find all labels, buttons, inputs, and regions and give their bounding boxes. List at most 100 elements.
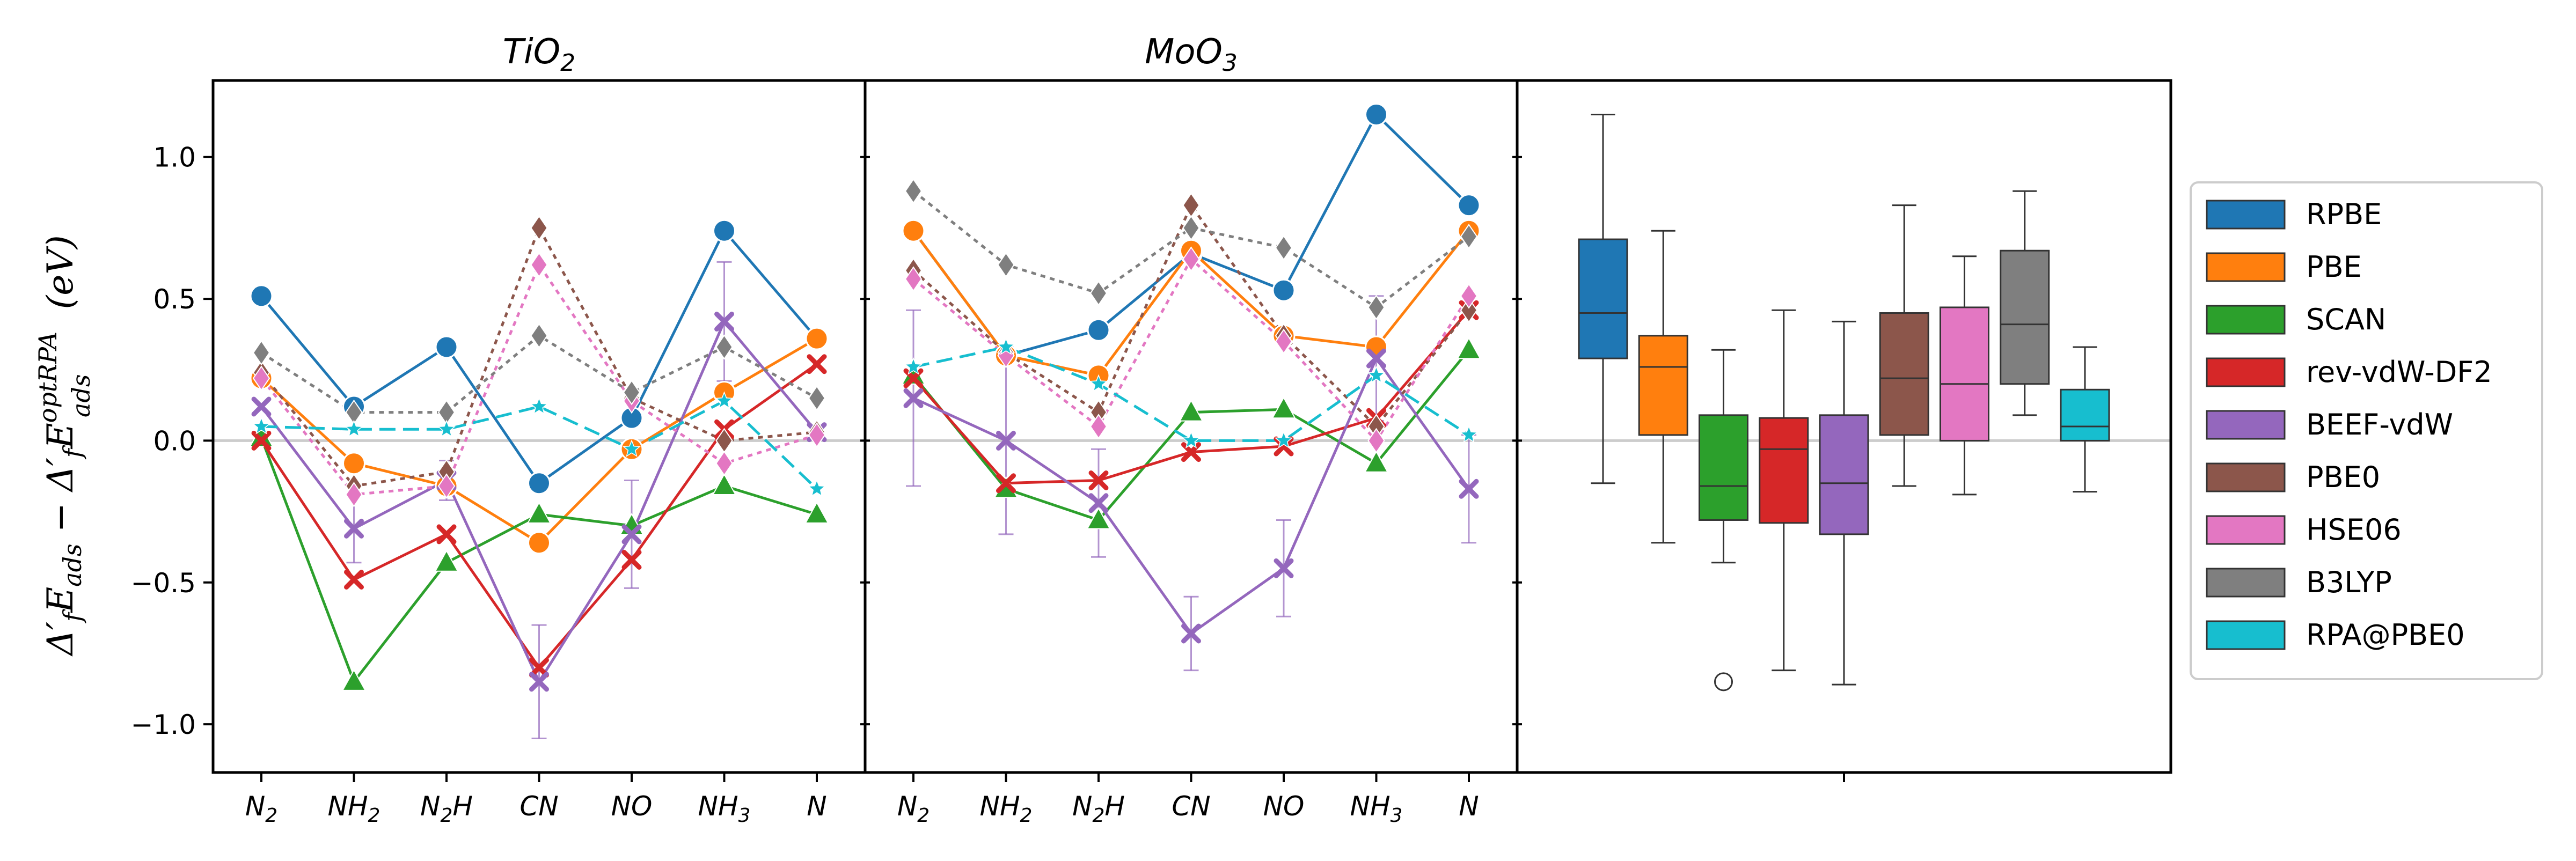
point-0-B3LYP-4 [623,379,641,406]
point-0-RPA@PBE0-2 [437,420,456,437]
point-1-HSE06-2 [1089,414,1108,439]
legend-label-PBE: PBE [2306,250,2362,284]
point-0-SCAN-5 [712,473,737,496]
point-1-B3LYP-0 [904,178,923,204]
box-BEEF-vdW [1819,320,1869,686]
box-body-0 [1578,238,1628,359]
legend-label-BEEF-vdW: BEEF-vdW [2306,408,2453,441]
point-1-B3LYP-1 [997,252,1015,278]
legend-label-PBE0: PBE0 [2306,460,2380,494]
point-1-RPA@PBE0-6 [1459,425,1479,443]
point-0-B3LYP-6 [808,385,826,411]
legend-swatch-PBE0 [2206,462,2286,492]
legend-label-HSE06: HSE06 [2306,513,2402,547]
point-1-HSE06-0 [904,266,923,292]
box-body-7 [2000,249,2050,385]
x-tick-label-0-3: CN [519,791,558,822]
point-1-SCAN-3 [1179,399,1204,422]
point-1-BEEF-vdW-2 [1088,493,1109,513]
y-tick-label-0: −1.0 [131,709,196,740]
point-1-B3LYP-4 [1275,235,1293,261]
point-0-BEEF-vdW-0 [251,396,272,417]
panel-title-1: MoO3 [1145,32,1238,77]
legend-swatch-HSE06 [2206,515,2286,545]
y-axis-label: Δ′fEads − Δ′fEoptRPA ads (eV) [33,235,96,657]
point-1-RPA@PBE0-1 [997,337,1015,355]
legend-label-SCAN: SCAN [2306,303,2386,336]
panel-title-0: TiO2 [503,32,575,77]
legend-swatch-PBE [2206,252,2286,282]
x-tick-label-1-5: NH3 [1350,791,1403,827]
box-RPA@PBE0 [2060,346,2110,493]
legend-label-RPA@PBE0: RPA@PBE0 [2306,618,2465,652]
point-1-RPBE-5 [1365,102,1388,126]
point-0-BEEF-vdW-4 [621,524,642,544]
point-0-HSE06-5 [715,450,733,476]
point-0-RPA@PBE0-6 [807,479,826,497]
point-1-SCAN-6 [1457,337,1481,359]
point-1-RPA@PBE0-0 [904,357,923,375]
y-tick-label-1: −0.5 [131,568,196,599]
x-tick-label-0-6: N [807,791,826,822]
point-0-rev-vdW-DF2-4 [621,549,642,570]
box-body-1 [1638,335,1688,436]
legend-swatch-SCAN [2206,305,2286,335]
legend-label-RPBE: RPBE [2306,197,2382,231]
point-0-RPBE-5 [713,219,736,242]
point-1-RPA@PBE0-5 [1367,365,1386,384]
point-0-PBE0-3 [530,215,548,241]
point-0-BEEF-vdW-5 [714,311,734,332]
point-0-SCAN-6 [804,501,829,524]
box-body-6 [1940,306,1989,441]
point-1-BEEF-vdW-5 [1366,348,1386,369]
panel-frame-2 [1516,79,2172,774]
point-0-HSE06-1 [345,482,363,507]
legend-swatch-RPA@PBE0 [2206,620,2286,650]
point-1-rev-vdW-DF2-4 [1274,436,1294,457]
box-RPBE [1578,113,1628,484]
x-tick-label-1-4: NO [1263,791,1305,822]
x-tick-label-1-3: CN [1172,791,1210,822]
point-1-RPBE-4 [1272,278,1296,302]
x-tick-label-0-2: N2H [420,791,473,827]
point-0-PBE-3 [528,531,551,555]
legend-swatch-RPBE [2206,200,2286,230]
box-body-8 [2060,388,2110,441]
box-body-3 [1759,417,1809,524]
point-0-BEEF-vdW-3 [529,672,549,692]
y-tick-label-4: 1.0 [153,142,196,173]
point-0-SCAN-3 [526,501,552,524]
point-0-PBE-1 [342,452,365,475]
legend-label-rev-vdW-DF2: rev-vdW-DF2 [2306,355,2492,389]
outlier-2-0 [1714,672,1733,691]
box-PBE [1638,230,1688,544]
point-1-BEEF-vdW-6 [1459,479,1479,499]
point-1-SCAN-4 [1271,396,1296,419]
legend-swatch-BEEF-vdW [2206,410,2286,440]
point-0-SCAN-1 [341,668,367,691]
point-1-HSE06-3 [1182,246,1200,272]
point-1-PBE0-6 [1460,297,1478,323]
point-0-RPA@PBE0-0 [252,416,271,435]
legend-swatch-rev-vdW-DF2 [2206,357,2286,387]
box-HSE06 [1940,255,1989,496]
point-1-rev-vdW-DF2-1 [996,473,1016,494]
point-0-RPBE-3 [528,472,551,495]
x-tick-label-1-6: N [1459,791,1479,822]
point-1-RPA@PBE0-3 [1182,431,1201,449]
point-0-HSE06-0 [252,365,270,391]
x-tick-label-0-0: N2 [245,791,277,827]
point-1-PBE-5 [1365,335,1388,359]
point-1-RPBE-6 [1457,194,1481,217]
box-body-4 [1819,414,1869,535]
x-tick-label-1-2: N2H [1072,791,1125,827]
point-1-HSE06-4 [1275,328,1293,355]
legend: RPBE PBE SCAN rev-vdW-DF2 BEEF-vdW PBE0 HSE06 B… [2190,181,2543,680]
box-body-5 [1879,312,1929,436]
legend-label-B3LYP: B3LYP [2306,565,2392,599]
point-1-BEEF-vdW-0 [903,388,924,408]
point-0-rev-vdW-DF2-2 [436,524,457,544]
point-0-rev-vdW-DF2-1 [344,569,364,590]
